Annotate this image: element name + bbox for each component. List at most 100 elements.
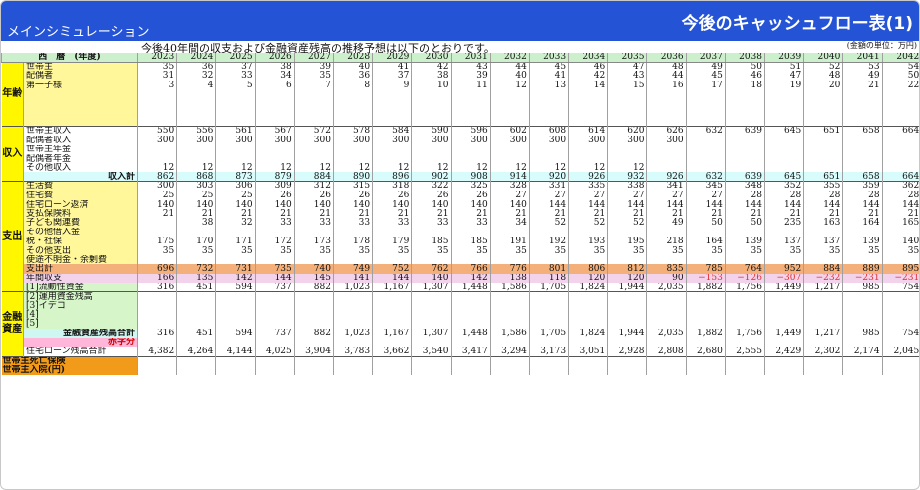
value-cell[interactable]: −231 xyxy=(881,273,919,283)
value-cell[interactable]: 35 xyxy=(568,245,608,256)
year-cell[interactable]: 2025 xyxy=(215,53,256,63)
value-cell[interactable]: 451 xyxy=(176,282,216,292)
value-cell[interactable] xyxy=(607,144,647,155)
value-cell[interactable] xyxy=(842,227,883,237)
value-cell[interactable]: 46 xyxy=(724,71,765,81)
value-cell[interactable] xyxy=(411,291,451,302)
value-cell[interactable] xyxy=(724,108,765,118)
value-cell[interactable]: 41 xyxy=(372,62,412,72)
value-cell[interactable] xyxy=(881,89,919,99)
value-cell[interactable] xyxy=(450,337,491,347)
value-cell[interactable] xyxy=(881,337,919,347)
value-cell[interactable]: 596 xyxy=(450,125,491,136)
value-cell[interactable]: 1,944 xyxy=(607,328,647,338)
value-cell[interactable]: 352 xyxy=(763,181,804,191)
value-cell[interactable] xyxy=(136,355,177,366)
value-cell[interactable] xyxy=(332,108,373,118)
value-cell[interactable]: 25 xyxy=(215,190,256,200)
value-cell[interactable] xyxy=(881,144,919,155)
value-cell[interactable] xyxy=(293,310,334,320)
value-cell[interactable]: 985 xyxy=(842,282,883,292)
value-cell[interactable] xyxy=(881,163,919,173)
value-cell[interactable] xyxy=(724,89,765,99)
value-cell[interactable]: 140 xyxy=(293,200,334,210)
value-cell[interactable] xyxy=(254,365,295,375)
value-cell[interactable] xyxy=(607,365,647,375)
value-cell[interactable]: 1,023 xyxy=(332,328,373,338)
value-cell[interactable]: 42 xyxy=(411,62,451,72)
value-cell[interactable]: 48 xyxy=(646,62,687,72)
value-cell[interactable] xyxy=(803,319,843,329)
value-cell[interactable] xyxy=(411,319,451,329)
value-cell[interactable]: 895 xyxy=(881,264,919,274)
value-cell[interactable]: 300 xyxy=(136,181,177,191)
value-cell[interactable]: 45 xyxy=(685,71,726,81)
value-cell[interactable] xyxy=(685,355,726,366)
value-cell[interactable] xyxy=(293,291,334,302)
value-cell[interactable]: 658 xyxy=(842,125,883,136)
value-cell[interactable] xyxy=(215,319,256,329)
value-cell[interactable] xyxy=(215,89,256,99)
value-cell[interactable]: 879 xyxy=(254,172,295,182)
value-cell[interactable]: 21 xyxy=(254,209,295,219)
value-cell[interactable]: 651 xyxy=(803,125,843,136)
value-cell[interactable]: 21 xyxy=(842,80,883,90)
value-cell[interactable]: 12 xyxy=(215,163,256,173)
value-cell[interactable] xyxy=(724,98,765,109)
value-cell[interactable] xyxy=(293,355,334,366)
value-cell[interactable]: 18 xyxy=(724,80,765,90)
value-cell[interactable]: 2,928 xyxy=(607,347,647,357)
value-cell[interactable]: 300 xyxy=(254,135,295,145)
value-cell[interactable]: 300 xyxy=(332,135,373,145)
value-cell[interactable]: 4,264 xyxy=(176,347,216,357)
value-cell[interactable] xyxy=(685,144,726,155)
value-cell[interactable] xyxy=(176,310,216,320)
value-cell[interactable] xyxy=(215,117,256,127)
value-cell[interactable] xyxy=(763,163,804,173)
value-cell[interactable] xyxy=(372,319,412,329)
value-cell[interactable]: 44 xyxy=(646,71,687,81)
value-cell[interactable]: 179 xyxy=(372,236,412,246)
value-cell[interactable]: 145 xyxy=(293,273,334,283)
value-cell[interactable]: 3,904 xyxy=(293,347,334,357)
value-cell[interactable]: 21 xyxy=(293,209,334,219)
value-cell[interactable]: 300 xyxy=(489,135,530,145)
value-cell[interactable]: 806 xyxy=(568,264,608,274)
value-cell[interactable] xyxy=(803,337,843,347)
value-cell[interactable]: 26 xyxy=(372,190,412,200)
value-cell[interactable]: 43 xyxy=(450,62,491,72)
value-cell[interactable] xyxy=(293,144,334,155)
value-cell[interactable] xyxy=(842,89,883,99)
value-cell[interactable]: −232 xyxy=(803,273,843,283)
value-cell[interactable]: 35 xyxy=(685,245,726,256)
value-cell[interactable]: 614 xyxy=(568,125,608,136)
value-cell[interactable] xyxy=(842,255,883,265)
value-cell[interactable]: 2,429 xyxy=(763,347,804,357)
value-cell[interactable] xyxy=(528,365,569,375)
value-cell[interactable] xyxy=(607,89,647,99)
value-cell[interactable] xyxy=(646,154,687,164)
value-cell[interactable]: 3,051 xyxy=(568,347,608,357)
value-cell[interactable] xyxy=(254,355,295,366)
year-cell[interactable]: 2029 xyxy=(372,53,412,63)
value-cell[interactable]: 594 xyxy=(215,328,256,338)
value-cell[interactable]: 1,705 xyxy=(528,282,569,292)
value-cell[interactable] xyxy=(763,117,804,127)
value-cell[interactable] xyxy=(372,310,412,320)
value-cell[interactable]: 926 xyxy=(568,172,608,182)
value-cell[interactable]: 19 xyxy=(763,80,804,90)
value-cell[interactable]: 3,294 xyxy=(489,347,530,357)
value-cell[interactable]: 737 xyxy=(254,328,295,338)
value-cell[interactable]: 35 xyxy=(332,245,373,256)
value-cell[interactable]: 171 xyxy=(215,236,256,246)
value-cell[interactable] xyxy=(332,227,373,237)
value-cell[interactable]: 884 xyxy=(803,264,843,274)
value-cell[interactable] xyxy=(489,108,530,118)
value-cell[interactable]: 28 xyxy=(803,190,843,200)
value-cell[interactable]: 178 xyxy=(332,236,373,246)
value-cell[interactable]: 1,167 xyxy=(372,328,412,338)
value-cell[interactable]: 49 xyxy=(646,218,687,228)
value-cell[interactable]: 9 xyxy=(372,80,412,90)
value-cell[interactable]: 35 xyxy=(607,245,647,256)
value-cell[interactable]: 41 xyxy=(528,71,569,81)
